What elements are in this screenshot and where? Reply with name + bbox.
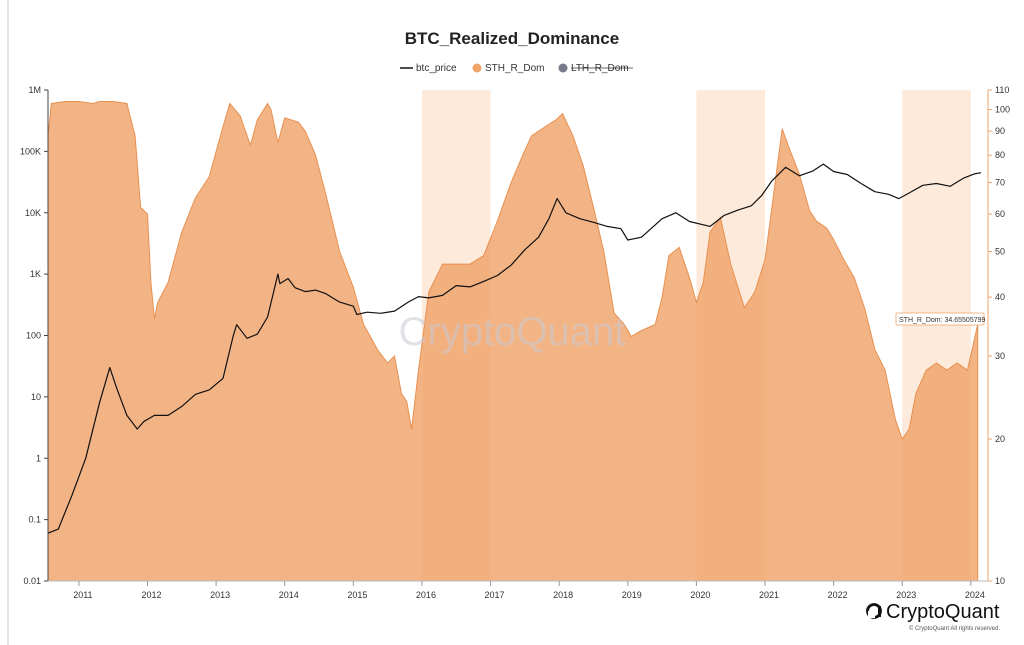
cryptoquant-brand: CryptoQuant © CryptoQuant All rights res…: [866, 601, 1000, 632]
x-tick-label-2019: 2019: [622, 590, 642, 600]
left-tick-label-1M: 1M: [28, 85, 41, 95]
legend-item-sth-r-dom[interactable]: STH_R_Dom: [472, 63, 545, 74]
x-tick-label-2012: 2012: [141, 590, 161, 600]
x-tick-label-2015: 2015: [347, 590, 367, 600]
x-tick-label-2013: 2013: [210, 590, 230, 600]
x-tick-label-2018: 2018: [553, 590, 573, 600]
legend-item-btc-price[interactable]: btc_price: [400, 63, 457, 74]
right-tick-label-40: 40: [995, 292, 1005, 302]
right-tick-label-70: 70: [995, 178, 1005, 188]
left-y-axis-ticks: 0.01 0.1 1 10 100 1K 10K 100K 1M: [20, 85, 48, 586]
watermark: CryptoQuant: [399, 310, 626, 354]
right-tick-label-50: 50: [995, 246, 1005, 256]
tooltip-text: STH_R_Dom: 34.65505799: [899, 317, 985, 324]
right-y-axis-ticks: 10 20 30 40 50 60 70 80 90 100 110: [988, 85, 1010, 586]
right-tick-label-110: 110: [995, 85, 1009, 95]
copyright-text: © CryptoQuant All rights reserved.: [909, 625, 1000, 632]
legend-btc-price-label: btc_price: [416, 63, 457, 74]
last-value-tooltip: STH_R_Dom: 34.65505799: [895, 312, 985, 326]
legend-sth-r-dom-label: STH_R_Dom: [485, 63, 544, 74]
right-tick-label-30: 30: [995, 351, 1005, 361]
right-tick-label-100: 100: [995, 105, 1010, 115]
x-tick-label-2021: 2021: [759, 590, 779, 600]
x-tick-label-2017: 2017: [485, 590, 505, 600]
btc-price-line: [47, 163, 982, 534]
chart-title: BTC_Realized_Dominance: [405, 29, 619, 48]
legend-item-lth-r-dom[interactable]: LTH_R_Dom: [558, 63, 634, 74]
cryptoquant-logo-icon: [866, 603, 882, 619]
right-tick-label-80: 80: [995, 150, 1005, 160]
x-tick-label-2022: 2022: [828, 590, 848, 600]
legend-sth-r-dom-marker: [472, 63, 482, 73]
left-tick-label-10K: 10K: [25, 208, 41, 218]
left-tick-label-10: 10: [31, 392, 41, 402]
legend: btc_price STH_R_Dom LTH_R_Dom: [400, 63, 633, 74]
right-tick-label-60: 60: [995, 209, 1005, 219]
x-tick-label-2011: 2011: [73, 590, 92, 600]
left-tick-label-0.01: 0.01: [23, 576, 41, 586]
left-tick-label-1K: 1K: [30, 269, 41, 279]
left-tick-label-100: 100: [26, 331, 41, 341]
legend-lth-r-dom-marker: [558, 63, 568, 73]
sth-r-dom-area: [47, 101, 979, 582]
btc-price-line-layer: [47, 163, 982, 534]
right-tick-label-10: 10: [995, 576, 1005, 586]
tooltip-box: [895, 312, 985, 326]
sth-r-dom-area-layer: [47, 101, 979, 582]
x-tick-label-2020: 2020: [690, 590, 710, 600]
right-tick-label-90: 90: [995, 126, 1005, 136]
x-tick-label-2023: 2023: [896, 590, 916, 600]
x-tick-label-2014: 2014: [279, 590, 299, 600]
legend-lth-r-dom-label: LTH_R_Dom: [571, 63, 629, 74]
x-tick-label-2016: 2016: [416, 590, 436, 600]
left-tick-label-100K: 100K: [20, 146, 41, 156]
right-tick-label-20: 20: [995, 434, 1005, 444]
x-axis-ticks: 2011 2012 2013 2014 2015 2016 2017 2018 2019 2020…: [73, 581, 985, 600]
left-tick-label-0.1: 0.1: [28, 515, 41, 525]
left-tick-label-1: 1: [36, 453, 41, 463]
brand-name: CryptoQuant: [886, 601, 1000, 623]
x-tick-label-2024: 2024: [965, 590, 985, 600]
